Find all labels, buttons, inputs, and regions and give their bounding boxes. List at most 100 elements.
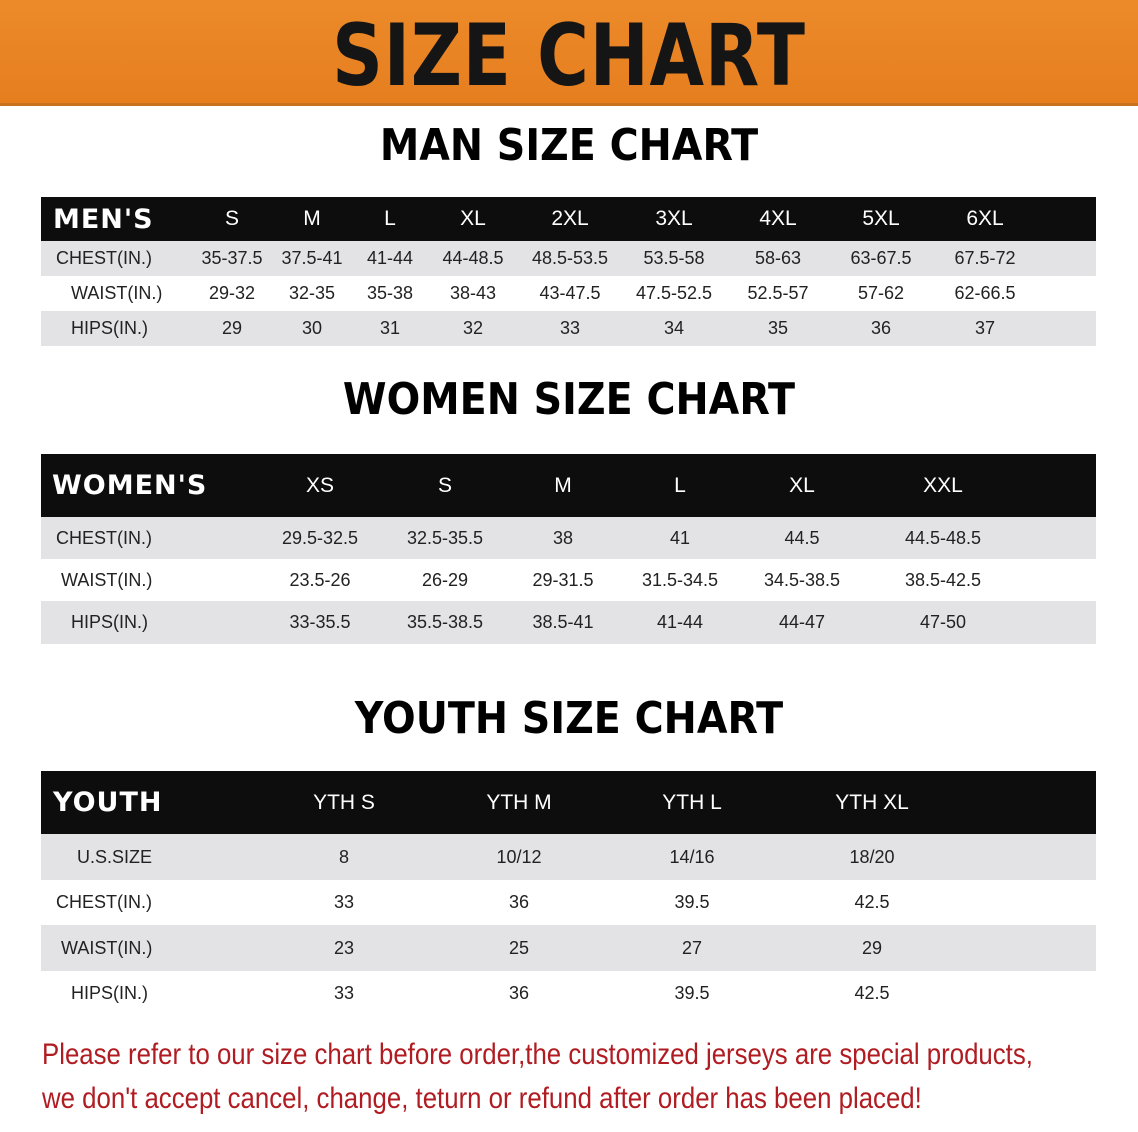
table-cell: 48.5-53.5 [531,248,609,268]
size-column-header: M [554,473,572,497]
table-cell: 25 [508,937,530,958]
table-cell: 33 [333,892,355,912]
table-row: CHEST(IN.) 29.5-32.5 32.5-35.5 38 41 44.5 44.5… [41,517,1096,559]
table-cell: 33 [333,983,355,1003]
table-cell: 36 [508,892,530,912]
table-cell: 31 [379,318,401,338]
table-cell: 42.5 [854,983,890,1003]
row-label: WAIST(IN.) [61,937,153,958]
table-corner-label: MEN'S [53,203,154,235]
table-cell: 52.5-57 [747,283,809,303]
row-label: HIPS(IN.) [71,612,149,632]
table-cell: 44-48.5 [442,248,504,268]
table-cell: 62-66.5 [954,283,1016,303]
table-cell: 30 [301,318,323,338]
size-column-header: 2XL [551,207,589,230]
youth-size-table: YOUTH YTH S YTH M YTH L YTH XL U.S.SIZE 8 10/12… [41,771,1096,1016]
notice-line-2: we don't accept cancel, change, teturn o… [42,1082,922,1115]
table-cell: 34.5-38.5 [763,569,841,590]
table-cell: 23.5-26 [289,569,351,590]
table-cell: 44.5 [784,527,820,548]
table-row: WAIST(IN.) 23.5-26 26-29 29-31.5 31.5-34.5 34… [41,559,1096,601]
table-cell: 58-63 [754,248,802,268]
table-cell: 38 [552,527,574,548]
table-cell: 67.5-72 [954,248,1016,268]
table-cell: 36 [508,983,530,1003]
table-cell: 35 [767,318,789,338]
table-row: U.S.SIZE 8 10/12 14/16 18/20 [41,834,1096,880]
table-cell: 44.5-48.5 [904,527,982,548]
row-label: CHEST(IN.) [56,248,152,268]
table-cell: 33-35.5 [289,612,351,632]
table-cell: 37 [974,318,996,338]
table-cell: 36 [870,318,892,338]
row-label: U.S.SIZE [77,846,153,867]
size-column-header: 5XL [862,207,900,230]
table-header-row: WOMEN'S XS S M L XL XXL [41,454,1096,517]
table-row: WAIST(IN.) 23 25 27 29 [41,925,1096,971]
table-cell: 14/16 [669,846,715,867]
table-cell: 41 [669,527,691,548]
table-cell: 29-31.5 [532,569,594,590]
size-column-header: 6XL [966,207,1004,230]
men-section-title: MAN SIZE CHART [379,120,759,171]
table-cell: 35-38 [366,283,414,303]
table-cell: 42.5 [854,892,890,912]
table-cell: 35-37.5 [201,248,263,268]
table-row: WAIST(IN.) 29-32 32-35 35-38 38-43 43-47.5 47.… [41,276,1096,311]
table-cell: 39.5 [674,892,710,912]
table-row: HIPS(IN.) 33-35.5 35.5-38.5 38.5-41 41-44 44-… [41,601,1096,644]
table-cell: 35.5-38.5 [406,612,484,632]
table-cell: 31.5-34.5 [641,569,719,590]
size-column-header: YTH L [662,790,722,814]
row-label: WAIST(IN.) [71,283,163,303]
table-cell: 47.5-52.5 [635,283,713,303]
size-column-header: YTH M [486,790,552,814]
table-cell: 33 [559,318,581,338]
men-size-table: MEN'S S M L XL 2XL 3XL 4XL 5XL 6XL CHEST(IN.) 35-37… [41,197,1096,346]
table-cell: 10/12 [496,846,542,867]
table-cell: 41-44 [366,248,414,268]
table-corner-label: YOUTH [53,787,163,818]
table-cell: 47-50 [919,612,967,632]
table-header-row: MEN'S S M L XL 2XL 3XL 4XL 5XL 6XL [41,197,1096,241]
table-row: CHEST(IN.) 33 36 39.5 42.5 [41,880,1096,925]
table-header-row: YOUTH YTH S YTH M YTH L YTH XL [41,771,1096,834]
table-cell: 38.5-41 [532,612,594,632]
row-label: CHEST(IN.) [56,527,152,548]
table-cell: 57-62 [857,283,905,303]
table-cell: 29 [221,318,243,338]
table-cell: 63-67.5 [850,248,912,268]
table-cell: 34 [663,318,685,338]
table-row: HIPS(IN.) 33 36 39.5 42.5 [41,971,1096,1016]
size-column-header: YTH S [313,790,375,814]
table-cell: 32 [462,318,484,338]
women-size-table: WOMEN'S XS S M L XL XXL CHEST(IN.) 29.5-32.5 32.5… [41,454,1096,644]
table-cell: 38.5-42.5 [904,569,982,590]
table-cell: 38-43 [449,283,497,303]
table-cell: 29 [861,937,883,958]
table-cell: 32-35 [288,283,336,303]
table-cell: 26-29 [421,569,469,590]
size-column-header: XXL [923,473,963,497]
size-column-header: S [224,207,240,230]
row-label: HIPS(IN.) [71,983,149,1003]
youth-section-title: YOUTH SIZE CHART [354,693,784,744]
table-cell: 43-47.5 [539,283,601,303]
table-cell: 8 [338,846,350,867]
size-column-header: XL [460,207,486,230]
size-column-header: 3XL [655,207,693,230]
size-column-header: M [303,207,321,230]
size-column-header: XL [789,473,815,497]
table-row: CHEST(IN.) 35-37.5 37.5-41 41-44 44-48.5 48.5… [41,241,1096,276]
table-row: HIPS(IN.) 29 30 31 32 33 34 35 36 37 [41,311,1096,346]
size-column-header: S [437,473,453,497]
table-cell: 53.5-58 [643,248,705,268]
table-corner-label: WOMEN'S [52,470,208,501]
women-section-title: WOMEN SIZE CHART [342,374,796,425]
page-title: SIZE CHART [332,6,806,106]
size-column-header: L [384,207,396,230]
table-cell: 18/20 [849,846,895,867]
table-cell: 41-44 [656,612,704,632]
table-cell: 44-47 [778,612,826,632]
